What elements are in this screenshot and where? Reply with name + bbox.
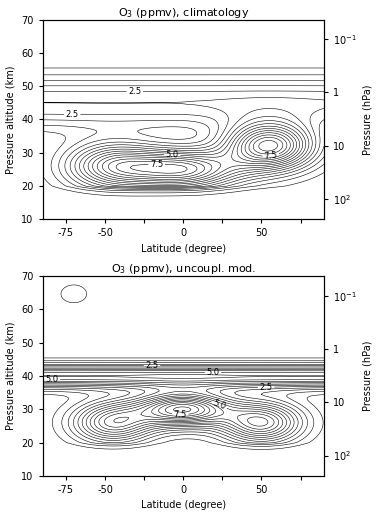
X-axis label: Latitude (degree): Latitude (degree) — [141, 501, 226, 510]
Text: 5.0: 5.0 — [206, 368, 220, 377]
Text: 7.5: 7.5 — [174, 410, 187, 419]
Text: 5.0: 5.0 — [166, 150, 179, 159]
Text: 2.5: 2.5 — [128, 87, 141, 96]
Text: 7.5: 7.5 — [264, 151, 278, 161]
Text: 2.5: 2.5 — [260, 383, 273, 392]
X-axis label: Latitude (degree): Latitude (degree) — [141, 244, 226, 254]
Title: O$_3$ (ppmv), climatology: O$_3$ (ppmv), climatology — [118, 6, 249, 20]
Y-axis label: Pressure altitude (km): Pressure altitude (km) — [6, 322, 15, 430]
Y-axis label: Pressure (hPa): Pressure (hPa) — [363, 341, 372, 411]
Text: 2.5: 2.5 — [146, 361, 158, 370]
Text: 2.5: 2.5 — [66, 110, 79, 119]
Y-axis label: Pressure altitude (km): Pressure altitude (km) — [6, 65, 15, 174]
Text: 5.0: 5.0 — [45, 375, 59, 384]
Title: O$_3$ (ppmv), uncoupl. mod.: O$_3$ (ppmv), uncoupl. mod. — [111, 262, 256, 276]
Text: 5.0: 5.0 — [212, 398, 227, 411]
Text: 7.5: 7.5 — [150, 160, 163, 169]
Y-axis label: Pressure (hPa): Pressure (hPa) — [363, 84, 372, 155]
